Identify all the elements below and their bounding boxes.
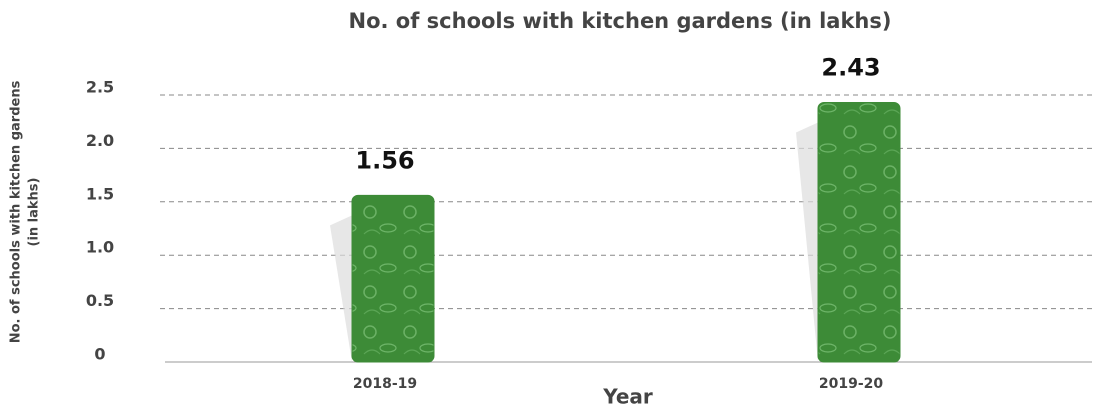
x-tick-label: 2018-19 [353, 376, 417, 392]
bar [818, 102, 900, 362]
y-tick-label: 0 [94, 345, 105, 364]
bar [352, 195, 434, 362]
y-tick-label: 2.0 [86, 131, 114, 150]
chart-title: No. of schools with kitchen gardens (in … [349, 9, 892, 33]
chart: No. of schools with kitchen gardens (in … [0, 0, 1096, 408]
y-tick-label: 1.0 [86, 238, 114, 257]
x-axis-label: Year [602, 385, 653, 408]
value-label: 1.56 [355, 146, 414, 174]
x-tick-label: 2019-20 [819, 376, 884, 392]
bar-shadow [796, 122, 818, 362]
y-axis-label: (in lakhs) [27, 178, 42, 247]
bar-shadow [330, 215, 352, 362]
value-label: 2.43 [821, 53, 880, 81]
y-axis-label: No. of schools with kitchen gardens [9, 80, 24, 343]
y-tick-label: 1.5 [86, 184, 114, 203]
y-tick-label: 0.5 [86, 291, 114, 310]
y-tick-label: 2.5 [86, 78, 114, 97]
